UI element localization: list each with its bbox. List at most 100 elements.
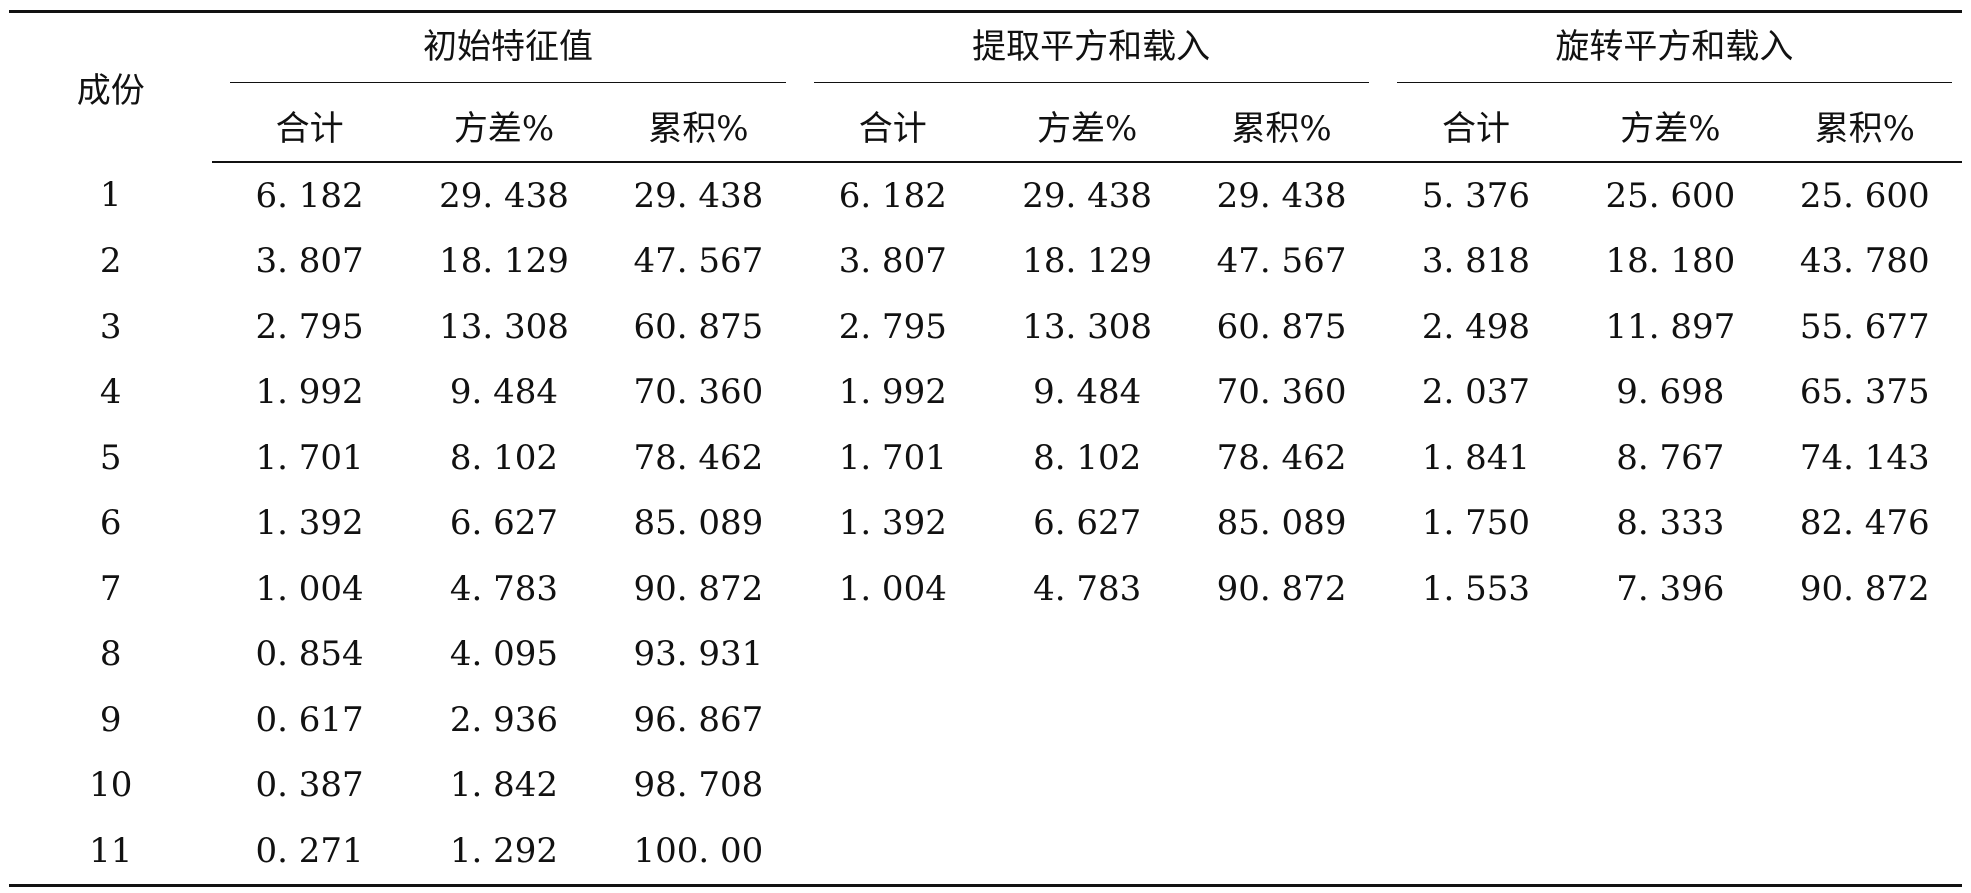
cell-extraction-cumulative: 60. 875 [1216, 306, 1347, 347]
cell-extraction-total: 6. 182 [838, 175, 947, 216]
cell-extraction-cumulative [1184, 818, 1379, 887]
component-header: 成份 [9, 10, 213, 162]
cell-initial-cumulative: 78. 462 [633, 437, 764, 478]
sub-header-total: 合计 [795, 89, 990, 163]
table-row: 2 3. 807 18. 129 47. 567 3. 807 18. 129 47. 56… [9, 229, 1962, 295]
cell-component: 2 [99, 241, 122, 282]
cell-extraction-total: 1. 701 [838, 437, 947, 478]
cell-rotation-cumulative: 74. 143 [1799, 437, 1930, 478]
table-row: 3 2. 795 13. 308 60. 875 2. 795 13. 308 60. 87… [9, 294, 1962, 360]
cell-initial-cumulative: 98. 708 [633, 765, 764, 806]
cell-initial-total: 2. 795 [255, 306, 364, 347]
table-row: 5 1. 701 8. 102 78. 462 1. 701 8. 102 78. 462 1… [9, 425, 1962, 491]
cell-extraction-total: 1. 392 [838, 503, 947, 544]
table-row: 4 1. 992 9. 484 70. 360 1. 992 9. 484 70. 360 2… [9, 360, 1962, 426]
cell-extraction-variance [990, 687, 1184, 753]
cell-initial-cumulative: 90. 872 [633, 568, 764, 609]
cell-rotation-variance: 7. 396 [1616, 568, 1725, 609]
cell-extraction-total [796, 622, 990, 688]
cell-rotation-total: 2. 498 [1421, 306, 1531, 347]
cell-extraction-variance [990, 622, 1184, 688]
table-row: 6 1. 392 6. 627 85. 089 1. 392 6. 627 85. 089 1… [9, 491, 1962, 557]
cell-rotation-variance: 11. 897 [1605, 306, 1736, 347]
cell-rotation-cumulative [1768, 687, 1962, 753]
cell-extraction-variance: 18. 129 [1022, 241, 1153, 282]
cell-extraction-total: 1. 004 [838, 568, 947, 609]
table-row: 1 6. 182 29. 438 29. 438 6. 182 29. 438 29. 43… [9, 162, 1962, 229]
cell-rotation-cumulative [1767, 818, 1962, 887]
cell-rotation-variance: 18. 180 [1605, 241, 1736, 282]
cell-extraction-total [795, 818, 990, 887]
sub-header-cumulative: 累积% [1767, 89, 1962, 163]
cell-component: 10 [89, 765, 133, 806]
sub-header-variance: 方差% [1573, 89, 1768, 163]
cell-extraction-total: 1. 992 [838, 372, 947, 413]
cell-rotation-cumulative: 43. 780 [1799, 241, 1930, 282]
cell-rotation-total: 1. 841 [1421, 437, 1531, 478]
cell-initial-total: 6. 182 [255, 175, 364, 216]
cell-initial-total: 1. 992 [255, 372, 364, 413]
cell-initial-total: 1. 004 [255, 568, 364, 609]
cell-extraction-cumulative: 85. 089 [1216, 503, 1347, 544]
cell-rotation-total: 5. 376 [1421, 175, 1531, 216]
sub-header-total: 合计 [1378, 89, 1574, 163]
cell-rotation-cumulative [1768, 622, 1962, 688]
cell-extraction-variance: 29. 438 [1022, 175, 1153, 216]
sub-header-row: 合计 方差% 累积% 合计 方差% 累积% 合计 方差% 累积% [9, 89, 1962, 163]
cell-initial-variance: 18. 129 [439, 241, 569, 282]
cell-initial-variance: 13. 308 [439, 306, 569, 347]
table-row: 9 0. 617 2. 936 96. 867 [9, 687, 1962, 753]
cell-rotation-variance: 8. 333 [1616, 503, 1725, 544]
cell-extraction-total: 3. 807 [838, 241, 947, 282]
cell-initial-total: 0. 271 [212, 818, 407, 887]
group-header-row: 成份 初始特征值 提取平方和载入 旋转平方和载入 [9, 10, 1962, 162]
group-label: 初始特征值 [230, 19, 786, 83]
group-header-initial-eigenvalues: 初始特征值 [212, 10, 796, 89]
cell-rotation-total [1379, 687, 1573, 753]
cell-extraction-total [796, 753, 990, 819]
cell-extraction-cumulative: 47. 567 [1216, 241, 1347, 282]
cell-initial-variance: 8. 102 [449, 437, 559, 478]
cell-extraction-cumulative: 78. 462 [1216, 437, 1347, 478]
cell-component: 5 [99, 437, 122, 478]
cell-extraction-variance: 9. 484 [1033, 372, 1142, 413]
cell-component: 6 [99, 503, 122, 544]
cell-rotation-cumulative: 65. 375 [1799, 372, 1930, 413]
cell-component: 4 [99, 372, 122, 413]
table-header: 成份 初始特征值 提取平方和载入 旋转平方和载入 合计 方差% 累积% 合计 方… [9, 10, 1962, 163]
cell-extraction-cumulative: 90. 872 [1216, 568, 1347, 609]
cell-initial-cumulative: 60. 875 [633, 306, 764, 347]
cell-extraction-variance: 4. 783 [1033, 568, 1142, 609]
cell-initial-total: 1. 392 [255, 503, 364, 544]
cell-extraction-variance: 8. 102 [1033, 437, 1142, 478]
cell-extraction-cumulative [1184, 753, 1378, 819]
cell-extraction-cumulative: 70. 360 [1216, 372, 1347, 413]
cell-rotation-cumulative: 55. 677 [1799, 306, 1930, 347]
cell-rotation-total: 1. 750 [1421, 503, 1531, 544]
cell-extraction-total: 2. 795 [838, 306, 947, 347]
cell-initial-cumulative: 29. 438 [633, 175, 764, 216]
table-row: 10 0. 387 1. 842 98. 708 [9, 753, 1962, 819]
cell-initial-total: 1. 701 [255, 437, 364, 478]
cell-initial-variance: 2. 936 [449, 699, 559, 740]
cell-initial-variance: 1. 292 [406, 818, 602, 887]
sub-header-total: 合计 [212, 89, 407, 163]
sub-header-variance: 方差% [406, 89, 602, 163]
cell-initial-variance: 9. 484 [449, 372, 559, 413]
cell-extraction-variance [990, 753, 1184, 819]
sub-header-cumulative: 累积% [601, 89, 796, 163]
group-label: 旋转平方和载入 [1396, 19, 1952, 83]
cell-initial-variance: 4. 783 [449, 568, 559, 609]
cell-rotation-total: 3. 818 [1421, 241, 1531, 282]
group-label: 提取平方和载入 [813, 19, 1369, 83]
cell-rotation-total [1378, 818, 1574, 887]
cell-rotation-variance: 9. 698 [1616, 372, 1725, 413]
cell-rotation-cumulative [1768, 753, 1962, 819]
sub-header-variance: 方差% [989, 89, 1185, 163]
group-header-extraction-sums: 提取平方和载入 [795, 10, 1379, 89]
cell-component: 7 [99, 568, 122, 609]
cell-rotation-variance [1573, 753, 1767, 819]
cell-initial-variance: 4. 095 [449, 634, 559, 675]
cell-initial-total: 3. 807 [255, 241, 364, 282]
